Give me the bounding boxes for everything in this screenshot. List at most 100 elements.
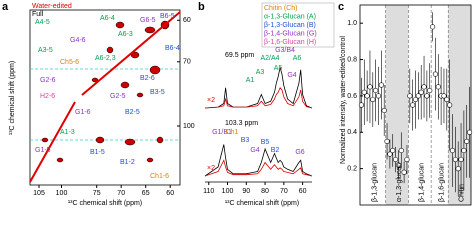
y-tick-label: 60 xyxy=(183,17,191,24)
x-tick-label: 105 xyxy=(33,190,45,197)
data-point xyxy=(441,93,447,99)
legend-box xyxy=(261,2,335,48)
data-point xyxy=(375,93,382,99)
data-point xyxy=(435,84,441,90)
data-point xyxy=(412,96,419,103)
peak-label: G6 xyxy=(295,149,304,156)
annotation: G4-6 xyxy=(70,37,86,44)
data-point xyxy=(421,84,427,90)
data-point xyxy=(395,162,402,168)
group-label: β-1,4-glucan xyxy=(419,163,426,202)
group-label: α-1,3-glucan xyxy=(396,163,403,202)
peak-label: G3/B4 xyxy=(275,47,295,54)
y-tick-label: 0.8 xyxy=(347,56,357,63)
annotation: Ch1-6 xyxy=(150,173,169,180)
annotation: B3-5 xyxy=(150,89,165,96)
data-point xyxy=(458,156,464,163)
data-point xyxy=(449,147,456,154)
legend-entry: β-1,6-Glucan (H) xyxy=(264,39,316,46)
legend-entry: Water-edited xyxy=(32,3,72,10)
x-tick-label: 100 xyxy=(56,190,68,197)
x-tick-label: 70 xyxy=(117,190,125,197)
y-tick-label: 0.2 xyxy=(347,165,357,172)
annotation: A6-3 xyxy=(118,31,133,38)
data-point xyxy=(398,147,404,154)
legend-entry: β-1,4-Glucan (G) xyxy=(264,30,317,37)
data-point xyxy=(464,138,470,144)
data-point xyxy=(384,138,390,144)
x-tick-label: 90 xyxy=(242,188,250,195)
data-point xyxy=(427,87,433,94)
x-tick-label: 75 xyxy=(93,190,101,197)
figure: a 105 100 75 70 65 60 60 70 100 ¹³C chemical shift… xyxy=(2,1,473,207)
peak-label: G1/B1 xyxy=(212,129,232,136)
annotation: G2-5 xyxy=(110,93,126,100)
peak-label: G4 xyxy=(287,72,296,79)
peak-label: B3 xyxy=(241,137,250,144)
annotation: B1-2 xyxy=(120,159,135,166)
spectrum xyxy=(204,159,313,177)
spectrum xyxy=(204,67,313,109)
annotation: Ch5-6 xyxy=(60,59,79,66)
peak-label: A2/A4 xyxy=(260,55,279,62)
data-point xyxy=(364,93,370,99)
y-tick-label: 1.0 xyxy=(347,20,357,27)
legend-entry: Full xyxy=(32,11,44,18)
y-tick-label: 0.6 xyxy=(347,93,357,100)
annotation: G6-5 xyxy=(140,17,156,24)
data-point xyxy=(373,87,379,94)
data-point xyxy=(390,147,396,154)
annotation: A6-4 xyxy=(100,15,115,22)
data-point xyxy=(370,96,376,103)
data-point xyxy=(404,156,410,163)
peak-label: A3 xyxy=(256,69,265,76)
x-tick-label: 80 xyxy=(261,188,269,195)
data-point xyxy=(424,93,430,99)
annotation: G2-6 xyxy=(40,77,56,84)
data-point xyxy=(429,24,436,30)
data-point xyxy=(367,84,373,90)
data-point xyxy=(418,89,424,95)
x-tick-label: 100 xyxy=(222,188,234,195)
data-point xyxy=(392,156,399,163)
legend-entry: α-1,3-Glucan (A) xyxy=(264,13,316,20)
x-axis-label: ¹³C chemical shift (ppm) xyxy=(225,200,299,207)
data-point xyxy=(407,93,413,99)
annotation: A3-5 xyxy=(38,47,53,54)
x-tick-label: 60 xyxy=(166,190,174,197)
y-axis-label: Normalized intensity, water-edited/contr… xyxy=(340,36,347,164)
peak-label: B2 xyxy=(271,147,280,154)
group-shade xyxy=(448,5,471,205)
legend-entry: Chitin (Ch) xyxy=(264,5,297,12)
annotation: B2-6 xyxy=(140,75,155,82)
diagonal xyxy=(81,11,181,96)
x-tick-label: 70 xyxy=(280,188,288,195)
y-tick-label: 70 xyxy=(183,59,191,66)
x-tick-label: 65 xyxy=(142,190,150,197)
legend-entry: β-1,3-Glucan (B) xyxy=(264,22,316,29)
annotation: B1-5 xyxy=(90,149,105,156)
data-point xyxy=(452,156,458,163)
peak-label: A5 xyxy=(274,65,283,72)
peak-label: G4 xyxy=(250,147,259,154)
data-point xyxy=(410,102,416,108)
x-tick-label: 60 xyxy=(299,188,307,195)
peak-label: B5 xyxy=(261,139,270,146)
data-point xyxy=(378,82,384,88)
panel-label: a xyxy=(2,1,9,13)
y-axis-label: ¹³C chemical shift (ppm) xyxy=(9,61,16,135)
data-point xyxy=(387,151,393,157)
data-point xyxy=(455,166,461,172)
data-point xyxy=(401,169,407,175)
panel-label: b xyxy=(198,1,205,13)
data-point xyxy=(361,89,367,95)
group-label: β-1,3-glucan xyxy=(372,163,379,202)
data-point xyxy=(466,129,473,135)
diagonal xyxy=(29,101,76,183)
slice-label: 103.3 ppm xyxy=(225,120,258,127)
panel-label: c xyxy=(338,1,344,13)
x-tick-label: 110 xyxy=(203,188,214,195)
data-point xyxy=(415,93,421,99)
slice-label: 69.5 ppm xyxy=(225,52,254,59)
data-point xyxy=(358,102,365,108)
